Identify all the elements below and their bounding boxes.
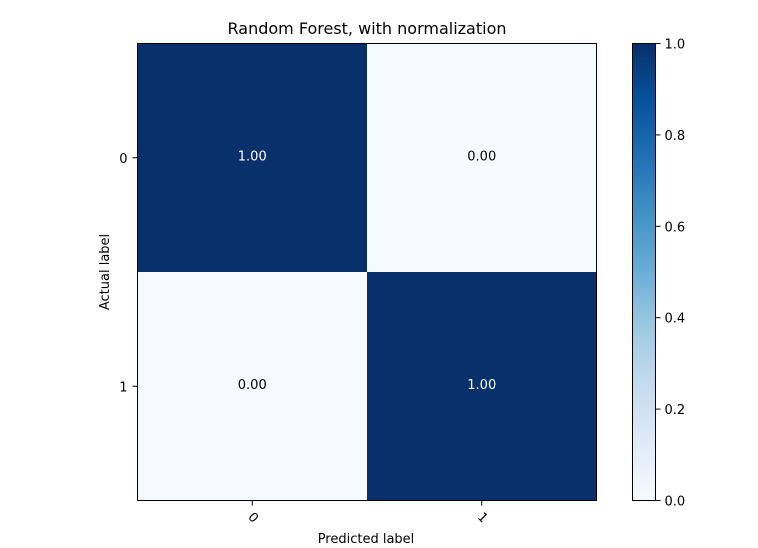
y-tick-label: 0 (119, 152, 127, 167)
colorbar-tick-label: 0.4 (665, 312, 686, 327)
cell-value-label: 0.00 (238, 378, 267, 393)
heatmap-cell (137, 272, 367, 501)
heatmap-cell-labels: 1.00 0.00 0.00 1.00 (238, 149, 496, 393)
x-axis-label: Predicted label (318, 532, 415, 547)
x-tick-label: 1 (474, 510, 490, 526)
colorbar-tick-label: 0.8 (665, 129, 686, 144)
heatmap-frame (137, 43, 597, 501)
colorbar (632, 43, 656, 501)
colorbar-ticks: 0.0 0.2 0.4 0.6 0.8 1.0 (655, 38, 686, 510)
heatmap-cell (137, 43, 367, 272)
cell-value-label: 0.00 (467, 149, 496, 164)
cell-value-label: 1.00 (238, 149, 267, 164)
heatmap-cell (367, 272, 597, 501)
colorbar-tick-label: 0.6 (665, 220, 686, 235)
heatmap-cell (367, 43, 597, 272)
cell-value-label: 1.00 (467, 378, 496, 393)
colorbar-tick-label: 0.0 (665, 495, 686, 510)
heatmap-cells (137, 43, 597, 501)
colorbar-tick-label: 0.2 (665, 403, 686, 418)
y-tick-label: 1 (119, 380, 127, 395)
chart-title: Random Forest, with normalization (228, 19, 507, 38)
y-axis-label: Actual label (98, 234, 113, 310)
colorbar-tick-label: 1.0 (665, 38, 686, 53)
x-tick-label: 0 (244, 510, 260, 526)
y-axis-ticks: 01 (119, 152, 138, 395)
